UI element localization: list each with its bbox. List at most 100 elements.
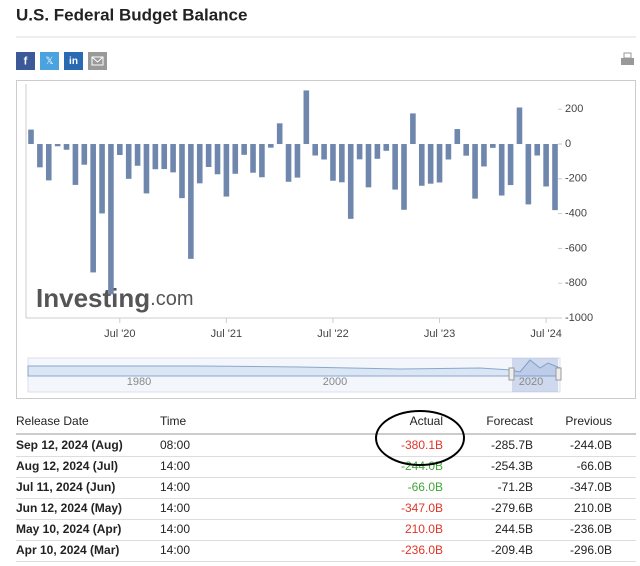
y-tick-label: 200 (565, 103, 583, 115)
y-tick-label: -800 (565, 277, 587, 289)
bar (214, 144, 221, 175)
bar (294, 144, 301, 178)
column-header: Previous (565, 414, 612, 428)
time: 14:00 (160, 480, 190, 494)
actual: -244.0B (401, 459, 443, 473)
bar (463, 144, 469, 156)
actual: -236.0B (401, 543, 443, 557)
linkedin-button[interactable] (64, 52, 83, 70)
bar (507, 144, 514, 186)
bar (223, 144, 230, 197)
previous: -347.0B (570, 480, 612, 494)
bar (267, 144, 274, 148)
bar (481, 144, 487, 167)
navigator-selection[interactable] (512, 358, 558, 392)
bar (179, 144, 185, 199)
bar (152, 144, 159, 170)
bar (383, 144, 390, 151)
watermark-brand: Investing (36, 283, 150, 313)
release-date: Jun 12, 2024 (May) (16, 501, 122, 515)
release-date: May 10, 2024 (Apr) (16, 522, 121, 536)
bar (445, 144, 452, 160)
column-header: Forecast (486, 414, 533, 428)
bar (490, 144, 496, 148)
time: 14:00 (160, 501, 190, 515)
navigator-label: 1980 (127, 376, 151, 388)
forecast: -71.2B (498, 480, 533, 494)
bar (472, 144, 478, 199)
print-button[interactable] (621, 52, 634, 65)
bar (81, 144, 88, 165)
bar (45, 144, 52, 181)
watermark-domain: .com (150, 288, 193, 310)
time: 08:00 (160, 438, 190, 452)
printer-paper (623, 52, 632, 59)
x-button[interactable] (40, 52, 59, 70)
bar (356, 144, 363, 160)
previous: -236.0B (570, 522, 612, 536)
actual: -347.0B (401, 501, 443, 515)
actual: 210.0B (405, 522, 443, 536)
page-title: U.S. Federal Budget Balance (16, 5, 247, 24)
x-tick-label: Jul '20 (104, 328, 135, 340)
bar (161, 144, 168, 170)
annotation-circle (375, 410, 465, 466)
column-header: Release Date (16, 414, 89, 428)
bar (90, 144, 96, 273)
bar (63, 144, 70, 150)
bar (365, 144, 372, 188)
forecast: -285.7B (491, 438, 533, 452)
mail-button[interactable] (88, 52, 107, 70)
bar (312, 144, 319, 156)
facebook-label: f (24, 55, 28, 67)
bar (543, 144, 549, 187)
bar (552, 144, 558, 211)
facebook-button[interactable] (16, 52, 35, 70)
watermark: Investing.com (36, 283, 193, 313)
bar (498, 144, 505, 196)
forecast: -254.3B (491, 459, 533, 473)
bar (72, 144, 79, 185)
x-label: 𝕏 (45, 56, 53, 67)
bar (134, 144, 141, 166)
previous: -296.0B (570, 543, 612, 557)
bar (241, 144, 247, 155)
release-date: Aug 12, 2024 (Jul) (16, 459, 118, 473)
time: 14:00 (160, 543, 190, 557)
time: 14:00 (160, 522, 190, 536)
navigator-label: 2020 (519, 376, 543, 388)
bar (143, 144, 150, 194)
bar (427, 144, 434, 184)
x-tick-label: Jul '23 (424, 328, 455, 340)
actual: -66.0B (408, 480, 443, 494)
previous: 210.0B (574, 501, 612, 515)
bar (232, 144, 239, 174)
bar (374, 144, 381, 159)
navigator-handle-right[interactable] (555, 367, 562, 381)
mail-icon (91, 56, 104, 66)
time: 14:00 (160, 459, 190, 473)
bar (28, 129, 34, 145)
bar (170, 144, 176, 173)
navigator-handle-left[interactable] (508, 367, 515, 381)
share-bar: f 𝕏 in (16, 52, 634, 70)
release-date: Apr 10, 2024 (Mar) (16, 543, 119, 557)
column-header: Actual (410, 414, 443, 428)
x-tick-label: Jul '24 (530, 328, 561, 340)
bar (259, 144, 265, 178)
bar (525, 144, 532, 205)
bar (303, 90, 310, 145)
bar (37, 144, 43, 168)
previous: -244.0B (570, 438, 612, 452)
release-date: Jul 11, 2024 (Jun) (16, 480, 115, 494)
bar (454, 129, 461, 145)
bar (339, 144, 345, 183)
bar (205, 144, 212, 167)
navigator: 1980 2000 2020 (27, 357, 562, 393)
bar (330, 144, 336, 181)
bar (516, 107, 523, 145)
history-table: Release Date Time Actual Forecast Previous Se… (16, 414, 636, 562)
bar (285, 144, 292, 182)
plot: Investing.com 200 0 -200 -400 -600 -800 -1000 Ju… (28, 90, 593, 340)
